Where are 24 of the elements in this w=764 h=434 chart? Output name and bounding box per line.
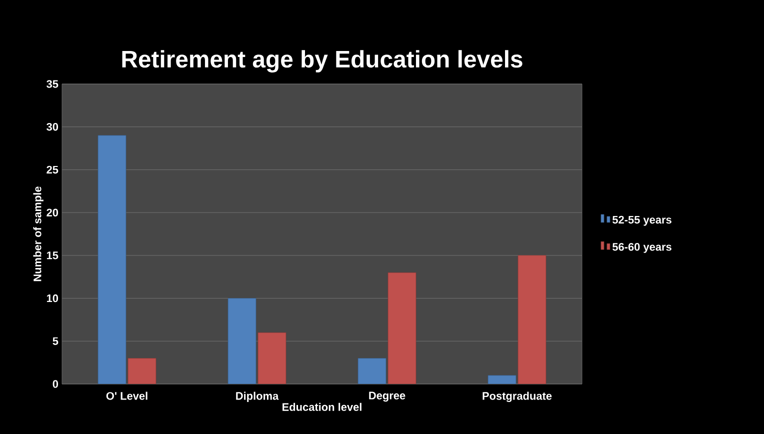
y-tick-label: 20 xyxy=(46,208,58,216)
chart-title: Retirement age by Education levels xyxy=(122,50,522,72)
y-tick-label: 10 xyxy=(46,294,58,302)
y-tick-label: 15 xyxy=(46,252,58,260)
y-tick-label: 35 xyxy=(46,80,58,88)
bar xyxy=(518,255,546,384)
x-tick-label: Degree xyxy=(369,392,406,402)
bar xyxy=(388,272,416,384)
y-axis-title: Number of sample xyxy=(33,186,44,282)
bar xyxy=(258,332,286,384)
y-tick-label: 0 xyxy=(52,380,58,388)
bar xyxy=(228,298,256,384)
legend-label: 56-60 years xyxy=(612,243,672,253)
legend-label: 52-55 years xyxy=(612,216,672,226)
x-axis-title: Education level xyxy=(282,402,362,411)
x-tick-label: O' Level xyxy=(106,392,148,400)
bar xyxy=(98,135,126,384)
bar xyxy=(128,358,156,384)
y-tick-label: 25 xyxy=(46,166,58,174)
y-tick-label: 30 xyxy=(46,122,58,131)
y-tick-label: 5 xyxy=(52,337,58,345)
x-tick-label: Diploma xyxy=(236,392,279,402)
bar xyxy=(358,358,386,384)
x-tick-label: Postgraduate xyxy=(482,392,552,402)
